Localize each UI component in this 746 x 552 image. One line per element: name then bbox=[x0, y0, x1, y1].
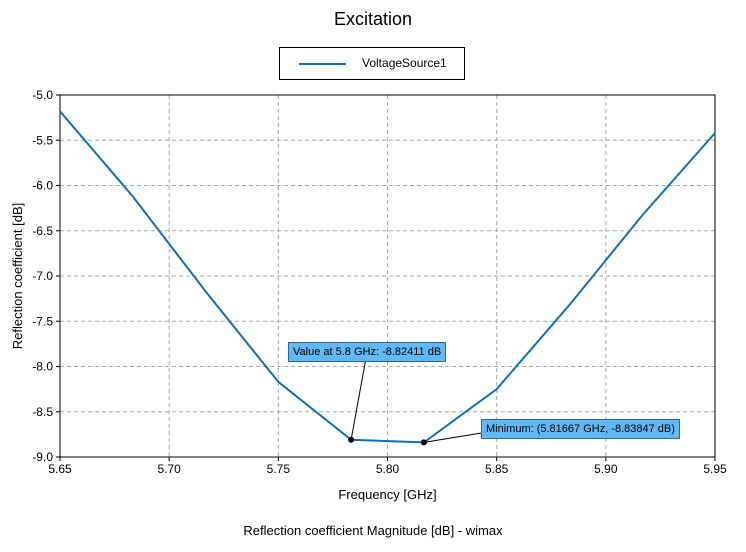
legend: VoltageSource1 bbox=[279, 47, 465, 80]
y-tick-label: -5.5 bbox=[32, 133, 53, 147]
y-tick-label: -9.0 bbox=[32, 450, 53, 464]
y-axis-label: Reflection coefficient [dB] bbox=[10, 203, 25, 349]
legend-label-voltagesource1: VoltageSource1 bbox=[362, 56, 447, 70]
x-axis-label: Frequency [GHz] bbox=[338, 487, 436, 502]
chart-title: Excitation bbox=[333, 9, 413, 29]
x-tick-label: 5.80 bbox=[376, 462, 400, 476]
value-marker-label: Value at 5.8 GHz: -8.82411 dB bbox=[288, 342, 447, 362]
x-tick-label: 5.65 bbox=[48, 462, 72, 476]
y-tick-label: -5.0 bbox=[32, 88, 53, 102]
x-tick-label: 5.70 bbox=[157, 462, 181, 476]
y-tick-label: -7.0 bbox=[32, 269, 53, 283]
y-tick-label: -6.0 bbox=[32, 179, 53, 193]
minimum-marker-point bbox=[420, 439, 427, 446]
x-tick-label: 5.75 bbox=[267, 462, 291, 476]
y-tick-label: -7.5 bbox=[32, 314, 53, 328]
y-tick-label: -8.5 bbox=[32, 405, 53, 419]
series-line-voltagesource1 bbox=[59, 110, 716, 444]
x-tick-label: 5.85 bbox=[485, 462, 509, 476]
plot-caption: Reflection coefficient Magnitude [dB] - … bbox=[243, 523, 503, 538]
x-tick-label: 5.90 bbox=[594, 462, 618, 476]
y-tick-label: -6.5 bbox=[32, 224, 53, 238]
x-tick-label: 5.95 bbox=[703, 462, 727, 476]
value-marker-point bbox=[348, 436, 355, 443]
y-tick-label: -8.0 bbox=[32, 360, 53, 374]
marker-leader-line bbox=[350, 357, 367, 440]
minimum-marker-label: Minimum: (5.81667 GHz, -8.83847 dB) bbox=[481, 419, 680, 439]
legend-swatch-voltagesource1 bbox=[299, 63, 346, 65]
